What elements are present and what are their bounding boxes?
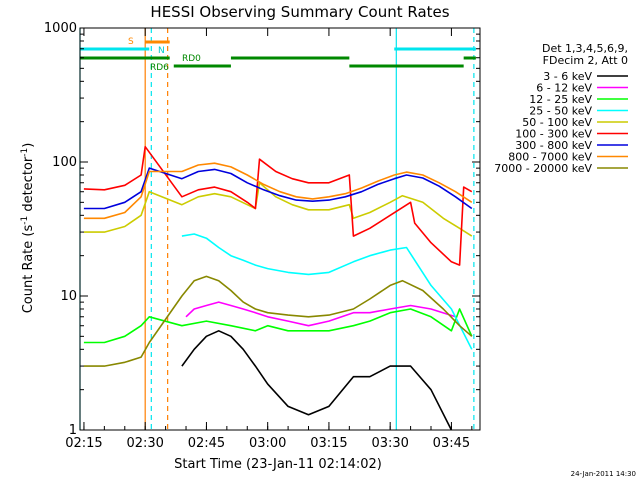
y-tick-label-2: 100 (52, 155, 77, 170)
y-axis-label: Count Rate (s-1 detector-1) (20, 143, 36, 314)
y-axis-label-sup2: -1 (20, 148, 30, 157)
series-line-3 (181, 233, 473, 350)
legend: Det 1,3,4,5,6,9, FDecim 2, Att 0 3 - 6 k… (494, 42, 628, 175)
series-line-0 (181, 329, 453, 431)
x-tick-label-6: 03:45 (433, 436, 470, 451)
annotation-s: S (128, 37, 134, 47)
series-line-1 (185, 301, 456, 327)
legend-label-3: 25 - 50 keV (529, 105, 592, 118)
series-lines (83, 145, 473, 431)
annotation-n: N (158, 46, 165, 56)
y-axis-label-mid: detector (21, 156, 36, 216)
plot-frame (79, 27, 481, 431)
annotation-rd6: RD6 (150, 63, 169, 73)
legend-label-6: 300 - 800 keV (515, 139, 592, 152)
legend-label-7: 800 - 7000 keV (508, 151, 592, 164)
x-tick-label-4: 03:15 (310, 436, 347, 451)
legend-label-4: 50 - 100 keV (522, 116, 592, 129)
x-axis-label: Start Time (23-Jan-11 02:14:02) (174, 457, 382, 472)
timestamp: 24-Jan-2011 14:30 (571, 470, 636, 478)
annotation-rd0: RD0 (182, 54, 201, 64)
y-axis: 1 10 100 1000 (44, 21, 480, 438)
y-axis-label-sup1: -1 (20, 216, 30, 225)
y-tick-label-1: 10 (60, 289, 77, 304)
legend-label-0: 3 - 6 keV (543, 70, 592, 83)
series-line-6 (83, 167, 473, 210)
series-line-8 (83, 275, 473, 367)
x-tick-label-1: 02:30 (126, 436, 163, 451)
chart-title: HESSI Observing Summary Count Rates (150, 3, 449, 21)
y-axis-label-prefix: Count Rate (s (21, 225, 36, 314)
y-axis-label-suffix: ) (21, 143, 36, 148)
x-tick-label-5: 03:30 (371, 436, 408, 451)
flag-bars (79, 40, 476, 68)
y-tick-label-3: 1000 (44, 21, 77, 36)
series-line-4 (83, 182, 473, 237)
series-line-7 (83, 162, 473, 220)
series-line-2 (83, 308, 473, 344)
legend-header-line2: FDecim 2, Att 0 (543, 54, 628, 67)
legend-label-2: 12 - 25 keV (529, 93, 592, 106)
x-tick-label-2: 02:45 (188, 436, 225, 451)
legend-label-8: 7000 - 20000 keV (494, 162, 592, 175)
x-tick-label-0: 02:15 (65, 436, 102, 451)
vertical-markers (79, 28, 475, 430)
legend-header-line1: Det 1,3,4,5,6,9, (542, 42, 628, 55)
series-line-5 (83, 145, 473, 266)
legend-label-1: 6 - 12 keV (536, 82, 592, 95)
y-tick-label-0: 1 (69, 423, 77, 438)
legend-label-5: 100 - 300 keV (515, 128, 592, 141)
x-tick-label-3: 03:00 (249, 436, 286, 451)
x-axis: 02:15 02:30 02:45 03:00 03:15 03:30 03:45 (65, 28, 473, 451)
